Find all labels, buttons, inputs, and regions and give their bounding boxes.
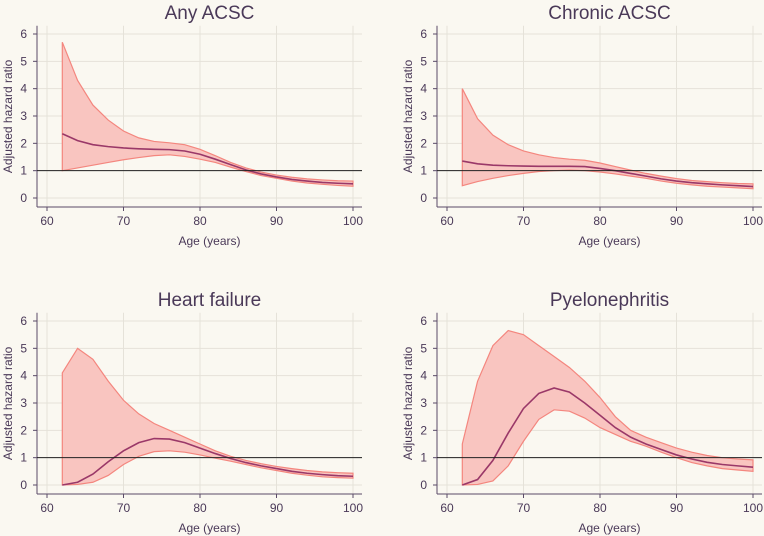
x-tick-label: 100	[743, 501, 763, 515]
panel-title: Chronic ACSC	[548, 3, 671, 24]
y-tick-label: 3	[420, 109, 427, 123]
y-tick-label: 4	[20, 82, 27, 96]
confidence-band	[61, 347, 354, 486]
y-tick-label: 6	[20, 314, 27, 328]
y-tick-label: 0	[20, 191, 27, 205]
y-tick-label: 5	[20, 54, 27, 68]
y-tick-label: 2	[420, 136, 427, 150]
x-tick-label: 90	[670, 501, 684, 515]
y-tick-label: 3	[420, 396, 427, 410]
x-tick-label: 100	[343, 214, 363, 228]
x-tick-label: 100	[343, 501, 363, 515]
x-tick-label: 70	[517, 501, 531, 515]
x-tick-label: 80	[193, 501, 207, 515]
y-tick-label: 4	[20, 369, 27, 383]
y-tick-label: 6	[20, 27, 27, 41]
x-tick-label: 90	[270, 214, 284, 228]
panel-2: 60 70 80 90 100 0 1 2 3 4 5 6 Heart failure Age (year…	[1, 290, 363, 535]
x-tick-label: 90	[670, 214, 684, 228]
y-axis-label: Adjusted hazard ratio	[1, 59, 15, 173]
panel-title: Pyelonephritis	[550, 290, 669, 311]
y-axis-label: Adjusted hazard ratio	[401, 59, 415, 173]
panel-title: Heart failure	[158, 290, 262, 311]
estimate-line	[462, 387, 754, 486]
y-tick-label: 5	[420, 341, 427, 355]
y-tick-label: 2	[20, 136, 27, 150]
y-tick-label: 3	[20, 396, 27, 410]
panel-0: 60 70 80 90 100 0 1 2 3 4 5 6 Any ACSC Age (years) Adj…	[1, 3, 363, 248]
x-tick-label: 60	[440, 501, 454, 515]
y-tick-label: 2	[20, 423, 27, 437]
x-tick-label: 60	[40, 214, 54, 228]
x-tick-label: 60	[40, 501, 54, 515]
y-axis-label: Adjusted hazard ratio	[1, 346, 15, 460]
x-tick-label: 70	[517, 214, 531, 228]
x-tick-label: 80	[593, 501, 607, 515]
x-tick-label: 100	[743, 214, 763, 228]
x-tick-label: 80	[593, 214, 607, 228]
estimate-line	[462, 160, 754, 188]
estimate-line	[62, 437, 354, 486]
y-tick-label: 6	[420, 27, 427, 41]
y-tick-label: 5	[20, 341, 27, 355]
x-axis-label: Age (years)	[178, 234, 240, 248]
confidence-band	[461, 88, 754, 190]
x-tick-label: 70	[117, 501, 131, 515]
y-tick-label: 5	[420, 54, 427, 68]
panel-3: 60 70 80 90 100 0 1 2 3 4 5 6 Pyelonephritis Age (yea…	[401, 290, 763, 535]
y-tick-label: 4	[420, 82, 427, 96]
y-tick-label: 0	[420, 478, 427, 492]
x-tick-label: 90	[270, 501, 284, 515]
estimate-line	[61, 133, 354, 185]
y-tick-label: 0	[420, 191, 427, 205]
y-axis-label: Adjusted hazard ratio	[401, 346, 415, 460]
x-axis-label: Age (years)	[178, 521, 240, 535]
x-axis-label: Age (years)	[578, 234, 640, 248]
x-tick-label: 70	[117, 214, 131, 228]
panel-1: 60 70 80 90 100 0 1 2 3 4 5 6 Chronic ACSC Age (years…	[401, 3, 763, 248]
y-tick-label: 2	[420, 423, 427, 437]
y-tick-label: 3	[20, 109, 27, 123]
y-tick-label: 1	[20, 451, 27, 465]
y-tick-label: 1	[420, 451, 427, 465]
confidence-band	[461, 329, 754, 486]
y-tick-label: 0	[20, 478, 27, 492]
y-tick-label: 6	[420, 314, 427, 328]
x-tick-label: 80	[193, 214, 207, 228]
panel-title: Any ACSC	[165, 3, 255, 24]
y-tick-label: 4	[420, 369, 427, 383]
x-tick-label: 60	[440, 214, 454, 228]
x-axis-label: Age (years)	[578, 521, 640, 535]
confidence-band	[61, 41, 354, 187]
y-tick-label: 1	[20, 164, 27, 178]
y-tick-label: 1	[420, 164, 427, 178]
